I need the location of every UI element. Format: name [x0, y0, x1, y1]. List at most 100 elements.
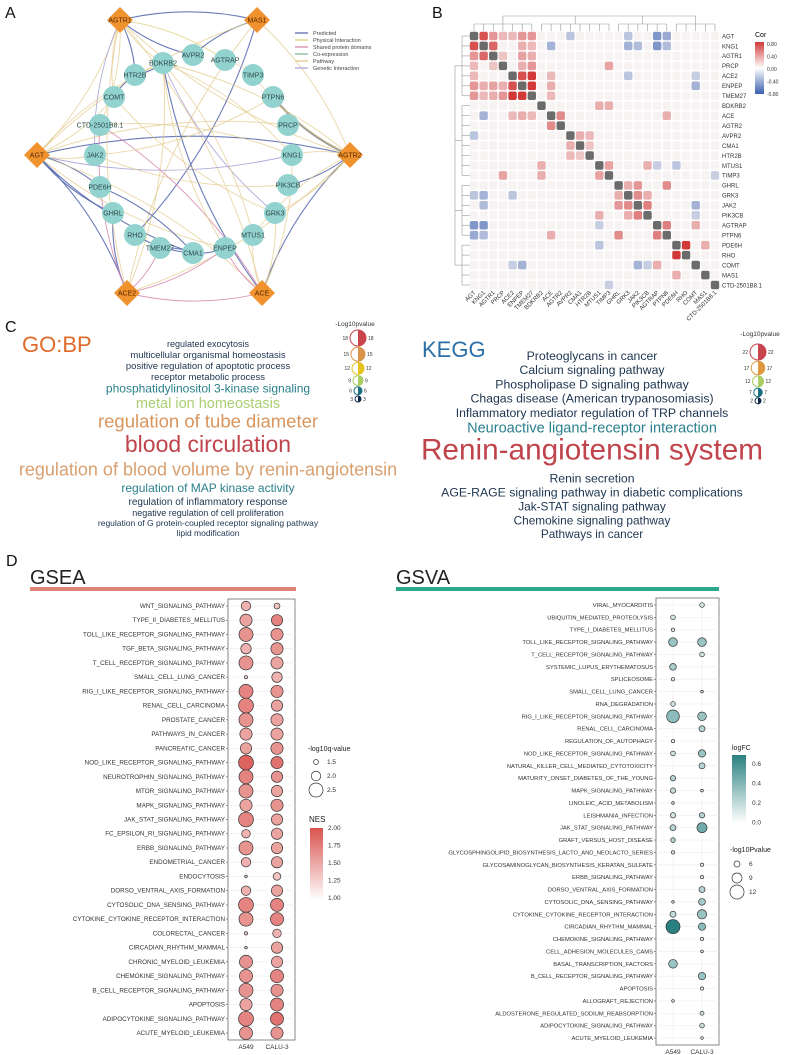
heatmap-cell	[566, 81, 575, 91]
heatmap-cell	[489, 51, 498, 61]
heatmap-cell	[701, 191, 710, 200]
heatmap-cell	[527, 41, 537, 51]
network-edge	[36, 154, 226, 249]
row-label: GHRL	[722, 184, 739, 190]
heatmap-cell	[489, 201, 498, 210]
x-tick-label: A549	[665, 1049, 681, 1055]
heatmap-cell	[479, 161, 488, 170]
data-point	[238, 840, 254, 856]
heatmap-cell	[469, 210, 479, 220]
pathway-label: TOLL_LIKE_RECEPTOR_SIGNALING_PATHWAY	[83, 631, 226, 638]
heatmap-cell	[701, 51, 710, 61]
heatmap-cell	[527, 91, 537, 101]
heatmap-cell	[585, 51, 594, 61]
heatmap-cell	[479, 71, 488, 81]
pathway-label: MAPK_SIGNALING_PATHWAY	[571, 789, 653, 795]
gobp-legend-title: -Log10pvalue	[335, 321, 375, 328]
heatmap-cell	[575, 81, 585, 91]
heatmap-cell	[701, 280, 710, 290]
heatmap-cell	[518, 210, 527, 220]
data-point	[699, 1022, 705, 1029]
pathway-label: PROSTATE_CANCER	[162, 717, 226, 724]
network-edge	[256, 19, 351, 156]
size-legend-label: 12	[749, 889, 757, 896]
data-point	[271, 699, 284, 712]
data-point	[665, 919, 681, 935]
heatmap-cell	[556, 240, 565, 250]
data-point	[240, 600, 252, 612]
heatmap-cell	[566, 31, 575, 41]
heatmap-cell	[701, 41, 710, 51]
heatmap-cell	[624, 51, 633, 61]
heatmap-cell	[595, 41, 604, 51]
heatmap-cell	[604, 31, 614, 41]
pvalue-legend-fill	[358, 347, 366, 362]
heatmap-cell	[701, 260, 710, 270]
heatmap-cell	[710, 141, 720, 150]
heatmap-cell	[585, 111, 594, 120]
network-edge	[99, 186, 194, 254]
heatmap-cell	[527, 280, 537, 290]
heatmap-cell	[710, 250, 720, 260]
row-label: AGTRAP	[722, 224, 747, 230]
heatmap-cell	[585, 141, 594, 150]
data-point	[696, 909, 708, 920]
heatmap-cell	[575, 71, 585, 81]
heatmap-cell	[537, 201, 546, 210]
legend-label: Co-expression	[313, 52, 348, 58]
heatmap-cell	[585, 31, 594, 41]
gene-node-label: PRCP	[278, 123, 298, 130]
data-point	[670, 850, 676, 855]
gsva-size-legend: 6 9 12	[729, 860, 757, 900]
pathway-label: FC_EPSILON_RI_SIGNALING_PATHWAY	[105, 831, 226, 838]
heatmap-cell	[633, 91, 643, 101]
heatmap-cell	[643, 161, 652, 170]
network-edge	[119, 11, 258, 21]
heatmap-cell	[546, 181, 556, 190]
heatmap-cell	[469, 171, 479, 180]
heatmap-cell	[556, 81, 565, 91]
heatmap-cell	[672, 230, 681, 240]
heatmap-cell	[489, 91, 498, 101]
gsva-size-legend-title: -log10Pvalue	[730, 847, 771, 854]
heatmap-cell	[585, 280, 594, 290]
row-label: CMA1	[722, 144, 739, 150]
data-point	[670, 614, 676, 621]
heatmap-cell	[614, 191, 623, 200]
heatmap-cell	[508, 240, 517, 250]
heatmap-cell	[662, 81, 671, 91]
heatmap-cell	[537, 121, 546, 130]
row-label: HTR2B	[722, 154, 742, 160]
heatmap-cell	[710, 61, 720, 71]
data-point	[238, 783, 254, 799]
heatmap-cell	[489, 270, 498, 280]
heatmap-cell	[691, 81, 700, 91]
heatmap-cell	[498, 270, 508, 280]
heatmap-cell	[585, 101, 594, 111]
heatmap-cell	[691, 280, 700, 290]
heatmap-cell	[527, 131, 537, 140]
heatmap-cell	[527, 210, 537, 220]
heatmap-cell	[498, 71, 508, 81]
pathway-label: NOD_LIKE_RECEPTOR_SIGNALING_PATHWAY	[85, 760, 226, 767]
heatmap-cell	[662, 230, 671, 240]
heatmap-cell	[710, 71, 720, 81]
heatmap-cell	[498, 191, 508, 200]
heatmap-cell	[566, 250, 575, 260]
heatmap-cell	[469, 41, 479, 51]
pathway-label: CHEMOKINE_SIGNALING_PATHWAY	[553, 937, 653, 943]
heatmap-cell	[614, 111, 623, 120]
network-edge	[36, 154, 263, 294]
data-point	[238, 911, 254, 927]
data-point	[697, 972, 707, 981]
heatmap-cell	[691, 220, 700, 230]
heatmap-cell	[701, 81, 710, 91]
pvalue-legend-label: 12	[366, 366, 372, 372]
heatmap-cell	[575, 51, 585, 61]
heatmap-cell	[585, 161, 594, 170]
data-point	[670, 837, 676, 843]
heatmap-cell	[624, 111, 633, 120]
heatmap-cell	[575, 151, 585, 160]
heatmap-cell	[662, 151, 671, 160]
network-edge	[119, 19, 263, 294]
